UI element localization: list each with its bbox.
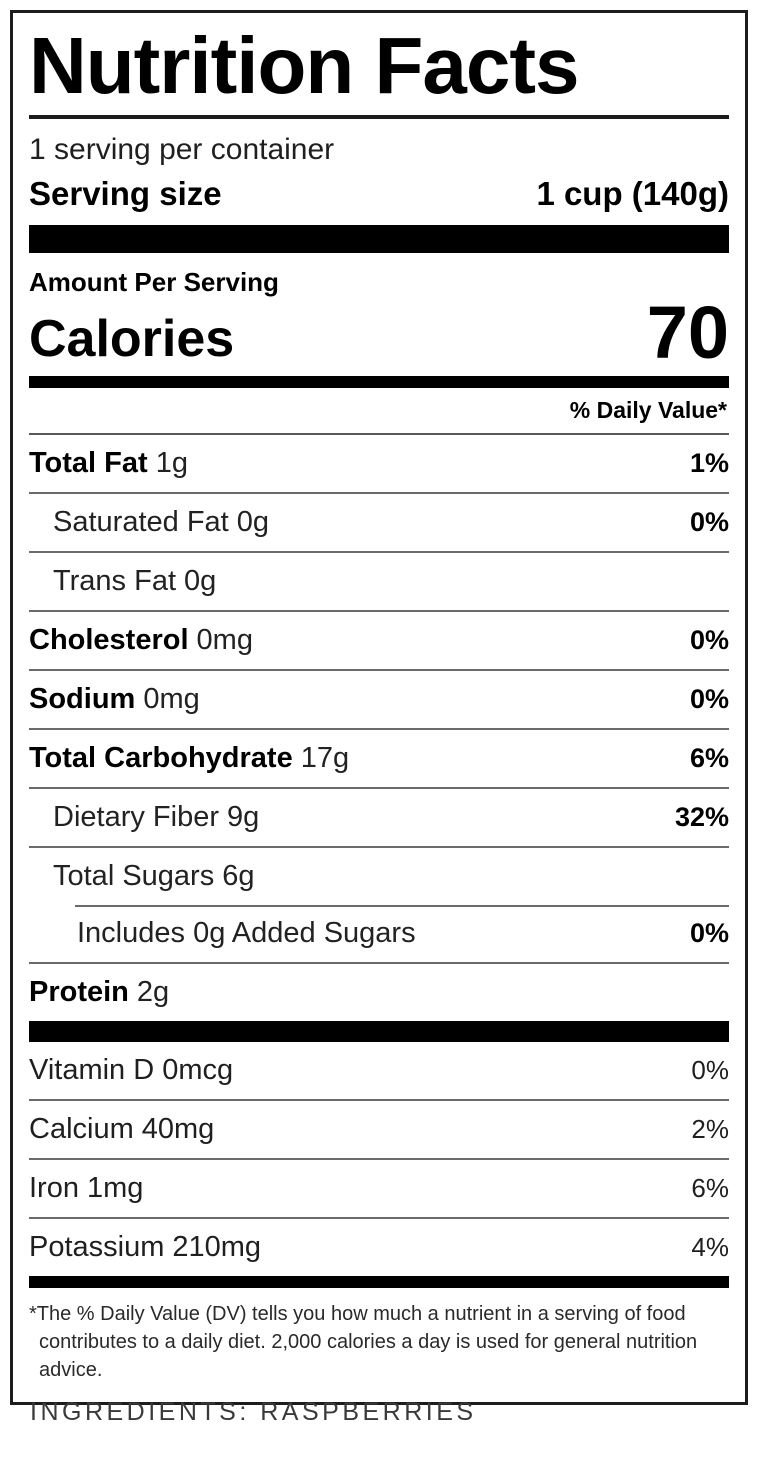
- nutrient-amount: 9g: [227, 801, 260, 834]
- nutrient-name: Total Fat: [29, 447, 148, 480]
- nutrient-name: Trans Fat: [53, 565, 177, 598]
- nutrient-dv: 32%: [674, 802, 729, 833]
- vitamin-name: Calcium: [29, 1113, 134, 1146]
- medium-divider-footnote: [29, 1276, 729, 1289]
- nutrient-name: Total Sugars: [53, 860, 215, 893]
- nutrient-amount: 1g: [155, 447, 188, 480]
- vitamin-dv: 4%: [691, 1232, 729, 1263]
- vitamin-name: Vitamin D: [29, 1054, 155, 1087]
- vitamin-amount: 1mg: [86, 1172, 144, 1205]
- amount-per-serving-label: Amount Per Serving: [29, 266, 279, 297]
- vitamin-name: Iron: [29, 1172, 79, 1205]
- nutrient-row-total-fat: Total Fat 1g 1%: [29, 435, 729, 495]
- vitamin-dv: 0%: [691, 1055, 729, 1086]
- nutrient-name: Includes 0g Added Sugars: [77, 917, 416, 950]
- nutrient-dv: 0%: [689, 918, 729, 949]
- nutrient-dv: 1%: [689, 448, 729, 479]
- nutrient-amount: 0mg: [143, 683, 200, 716]
- nutrient-amount: 17g: [300, 742, 350, 775]
- daily-value-footnote: *The % Daily Value (DV) tells you how mu…: [29, 1303, 698, 1382]
- nutrient-name: Dietary Fiber: [53, 801, 219, 834]
- vitamin-row-calcium: Calcium 40mg 2%: [29, 1101, 729, 1161]
- nutrient-amount: 2g: [136, 976, 170, 1009]
- nutrition-facts-label: Nutrition Facts 1 serving per container …: [10, 10, 748, 1406]
- medium-divider-calories: [29, 376, 729, 389]
- nutrient-row-sodium: Sodium 0mg 0%: [29, 671, 729, 731]
- nutrient-row-added-sugars: Includes 0g Added Sugars 0%: [29, 905, 729, 965]
- vitamin-dv: 2%: [691, 1114, 729, 1145]
- vitamin-name: Potassium: [29, 1231, 165, 1264]
- nutrient-row-protein: Protein 2g: [29, 964, 729, 1021]
- vitamin-dv: 6%: [691, 1173, 729, 1204]
- nutrient-amount: 0g: [184, 565, 217, 598]
- vitamin-row-iron: Iron 1mg 6%: [29, 1160, 729, 1220]
- ingredients-line: INGREDIENTS: RASPBERRIES: [30, 1398, 477, 1426]
- nutrient-amount: 0g: [236, 506, 269, 539]
- calories-value: 70: [646, 290, 729, 374]
- vitamin-amount: 40mg: [141, 1113, 215, 1146]
- nutrient-row-total-sugars: Total Sugars 6g: [29, 848, 729, 905]
- servings-per-container: 1 serving per container: [29, 132, 335, 166]
- nutrient-dv: 0%: [689, 507, 729, 538]
- nutrient-name: Saturated Fat: [53, 506, 229, 539]
- calories-row: Calories 70: [29, 290, 729, 374]
- nutrient-dv: 0%: [689, 625, 729, 656]
- vitamin-amount: 0mcg: [162, 1054, 234, 1087]
- nutrient-row-total-carbohydrate: Total Carbohydrate 17g 6%: [29, 730, 729, 790]
- vitamin-row-potassium: Potassium 210mg 4%: [29, 1219, 729, 1276]
- nutrient-name: Cholesterol: [29, 624, 189, 657]
- vitamin-row-vitamin-d: Vitamin D 0mcg 0%: [29, 1042, 729, 1102]
- nutrient-row-saturated-fat: Saturated Fat 0g 0%: [29, 494, 729, 554]
- nutrient-dv: 6%: [689, 743, 729, 774]
- daily-value-header: % Daily Value*: [29, 388, 729, 436]
- nutrient-row-cholesterol: Cholesterol 0mg 0%: [29, 612, 729, 672]
- vitamin-amount: 210mg: [172, 1231, 262, 1264]
- nutrient-amount: 6g: [222, 860, 255, 893]
- thick-divider-top: [29, 224, 729, 253]
- serving-size-row: Serving size 1 cup (140g): [29, 175, 729, 213]
- label-title: Nutrition Facts: [29, 25, 729, 119]
- nutrient-row-trans-fat: Trans Fat 0g: [29, 553, 729, 613]
- nutrient-amount: 0mg: [196, 624, 253, 657]
- serving-size-value: 1 cup (140g): [536, 174, 729, 212]
- calories-label: Calories: [29, 309, 235, 368]
- serving-size-label: Serving size: [29, 174, 222, 212]
- nutrient-row-dietary-fiber: Dietary Fiber 9g 32%: [29, 789, 729, 849]
- thick-divider-protein: [29, 1021, 729, 1043]
- nutrient-name: Total Carbohydrate: [29, 742, 293, 775]
- nutrient-dv: 0%: [689, 684, 729, 715]
- nutrient-name: Protein: [29, 976, 129, 1009]
- nutrient-name: Sodium: [29, 683, 136, 716]
